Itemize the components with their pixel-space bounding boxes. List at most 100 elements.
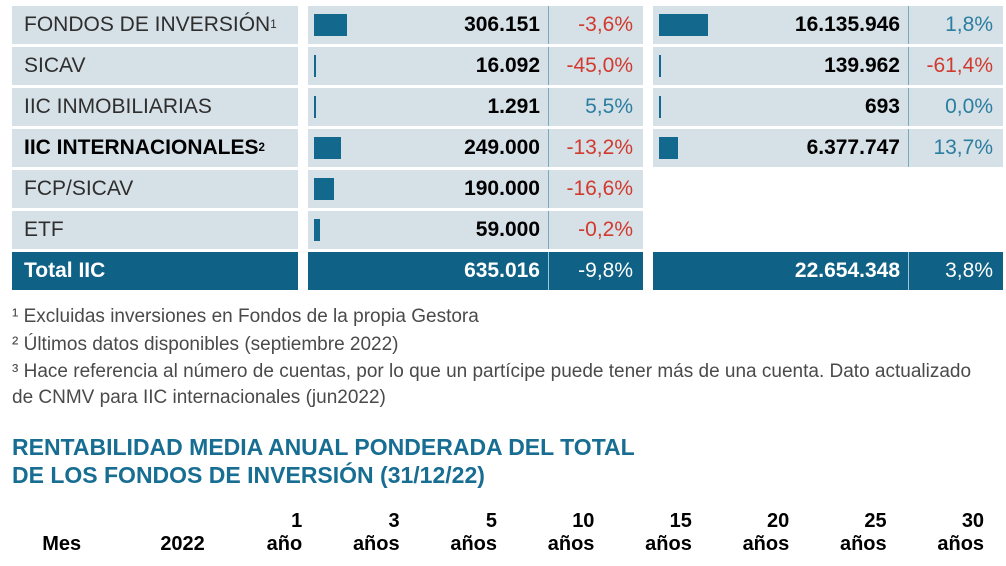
value-group-left: 1.2915,5% [308, 88, 643, 126]
table-row-total: Total IIC635.016-9,8%22.654.3483,8% [12, 252, 994, 290]
value-group-left: 306.151-3,6% [308, 6, 643, 44]
footnote: ³ Hace referencia al número de cuentas, … [12, 359, 994, 410]
value: 249.000 [390, 129, 548, 167]
pct: -16,6% [548, 170, 643, 208]
bar-cell [653, 47, 735, 85]
table-row: ETF 59.000-0,2% [12, 211, 994, 249]
bar [659, 55, 661, 77]
year-col: 10años [503, 510, 600, 556]
table-row: IIC INTERNACIONALES2 249.000-13,2% 6.377.7… [12, 129, 994, 167]
year-col: 15años [600, 510, 697, 556]
value: 635.016 [390, 252, 548, 290]
year-bottom: Mes [42, 533, 81, 556]
value-group-left: 249.000-13,2% [308, 129, 643, 167]
value: 59.000 [390, 211, 548, 249]
year-bottom: 2022 [160, 533, 205, 556]
year-col: 1año [211, 510, 308, 556]
value-group-left: 190.000-16,6% [308, 170, 643, 208]
year-top: 25 [864, 510, 886, 533]
value: 693 [735, 88, 908, 126]
year-top: 3 [389, 510, 400, 533]
year-col: 30años [893, 510, 990, 556]
bar [314, 55, 316, 77]
value: 22.654.348 [735, 252, 908, 290]
value-group-right: 6.377.74713,7% [653, 129, 1003, 167]
value: 6.377.747 [735, 129, 908, 167]
bar-cell [308, 211, 390, 249]
pct: 13,7% [908, 129, 1003, 167]
row-label: FONDOS DE INVERSIÓN1 [12, 6, 298, 44]
row-label: ETF [12, 211, 298, 249]
bar [314, 137, 341, 159]
value-group-right: 139.962-61,4% [653, 47, 1003, 85]
pct: -45,0% [548, 47, 643, 85]
year-bottom: años [450, 533, 497, 556]
value-group-left: 16.092-45,0% [308, 47, 643, 85]
value: 16.092 [390, 47, 548, 85]
bar [659, 14, 708, 36]
pct: -0,2% [548, 211, 643, 249]
value: 16.135.946 [735, 6, 908, 44]
bar [314, 96, 316, 118]
bar-cell [308, 88, 390, 126]
value-group-right [653, 211, 1003, 249]
year-col: 25años [795, 510, 892, 556]
year-bottom: años [548, 533, 595, 556]
year-top: 1 [291, 510, 302, 533]
year-top: 20 [767, 510, 789, 533]
year-top: 30 [962, 510, 984, 533]
pct: -61,4% [908, 47, 1003, 85]
table-row: FCP/SICAV 190.000-16,6% [12, 170, 994, 208]
table-row: IIC INMOBILIARIAS1.2915,5%6930,0% [12, 88, 994, 126]
year-bottom: año [267, 533, 303, 556]
row-label: SICAV [12, 47, 298, 85]
year-col: Mes [16, 510, 113, 556]
year-bottom: años [840, 533, 887, 556]
section-title-line1: RENTABILIDAD MEDIA ANUAL PONDERADA DEL T… [12, 433, 994, 462]
year-top: 15 [670, 510, 692, 533]
bar-cell [308, 170, 390, 208]
footnote: ¹ Excluidas inversiones en Fondos de la … [12, 304, 994, 330]
value-group-left: 59.000-0,2% [308, 211, 643, 249]
value: 190.000 [390, 170, 548, 208]
row-label: IIC INTERNACIONALES2 [12, 129, 298, 167]
value-group-right [653, 170, 1003, 208]
bar [314, 14, 347, 36]
year-bottom: años [743, 533, 790, 556]
row-label: FCP/SICAV [12, 170, 298, 208]
value-group-right: 22.654.3483,8% [653, 252, 1003, 290]
section-title-line2: DE LOS FONDOS DE INVERSIÓN (31/12/22) [12, 461, 994, 490]
year-top: 5 [486, 510, 497, 533]
year-bottom: años [937, 533, 984, 556]
row-label: Total IIC [12, 252, 298, 290]
value-group-left: 635.016-9,8% [308, 252, 643, 290]
year-col: 20años [698, 510, 795, 556]
value: 306.151 [390, 6, 548, 44]
value-group-right: 16.135.9461,8% [653, 6, 1003, 44]
value: 1.291 [390, 88, 548, 126]
year-col: 3años [308, 510, 405, 556]
bar-cell [308, 47, 390, 85]
value: 139.962 [735, 47, 908, 85]
pct: 3,8% [908, 252, 1003, 290]
iic-table: FONDOS DE INVERSIÓN1 306.151-3,6% 16.135.9… [12, 6, 994, 290]
value-group-right: 6930,0% [653, 88, 1003, 126]
row-label: IIC INMOBILIARIAS [12, 88, 298, 126]
bar-cell [653, 129, 735, 167]
bar-cell [308, 129, 390, 167]
section-title: RENTABILIDAD MEDIA ANUAL PONDERADA DEL T… [12, 433, 994, 491]
bar [659, 96, 661, 118]
pct: -13,2% [548, 129, 643, 167]
pct: 0,0% [908, 88, 1003, 126]
footnote: ² Últimos datos disponibles (septiembre … [12, 332, 994, 358]
year-top [199, 510, 205, 533]
table-row: SICAV16.092-45,0%139.962-61,4% [12, 47, 994, 85]
bar [659, 137, 678, 159]
pct: -9,8% [548, 252, 643, 290]
year-col: 2022 [113, 510, 210, 556]
bar [314, 178, 334, 200]
year-top [59, 510, 65, 533]
pct: 1,8% [908, 6, 1003, 44]
table-row: FONDOS DE INVERSIÓN1 306.151-3,6% 16.135.9… [12, 6, 994, 44]
bar-cell [308, 6, 390, 44]
